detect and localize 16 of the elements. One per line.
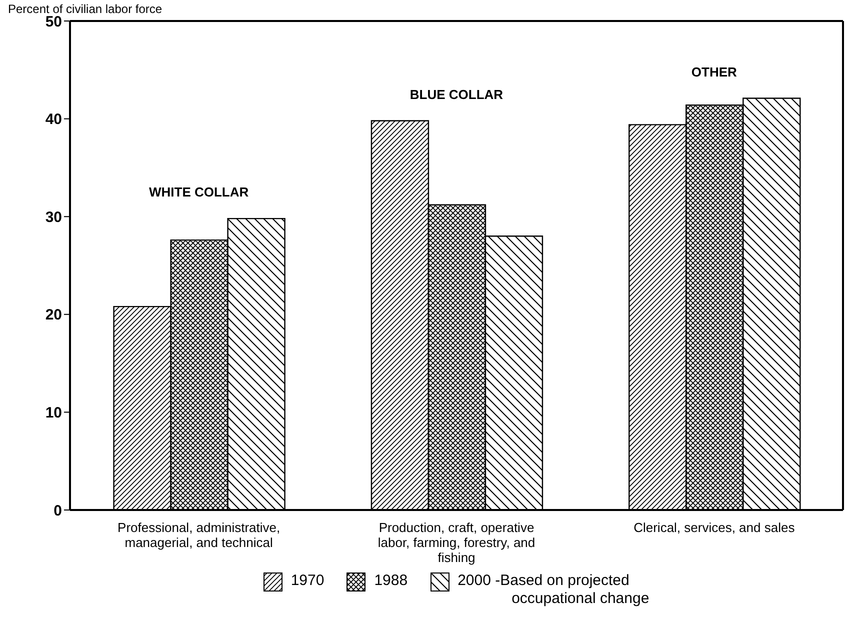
y-axis-title: Percent of civilian labor force: [8, 2, 162, 16]
x-tick-label: Clerical, services, and sales: [634, 520, 796, 535]
y-tick-label: 0: [54, 502, 62, 520]
legend-label: 2000 -Based on projected occupational change: [458, 572, 650, 608]
y-tick-label: 30: [45, 208, 62, 226]
annotation: OTHER: [691, 64, 738, 80]
x-tick-label: Production, craft, operative labor, farming, forestry, and fishing: [378, 520, 536, 565]
x-tick-label: Professional, administrative, managerial, and technical: [118, 520, 280, 550]
legend-label: 1970: [290, 572, 324, 590]
annotation: BLUE COLLAR: [410, 86, 504, 102]
annotation: WHITE COLLAR: [149, 184, 250, 200]
y-tick-label: 40: [45, 111, 62, 128]
y-tick-label: 20: [45, 306, 62, 324]
legend-label: 1988: [374, 572, 408, 590]
y-tick-label: 10: [45, 404, 62, 422]
y-tick-label: 50: [45, 13, 62, 30]
